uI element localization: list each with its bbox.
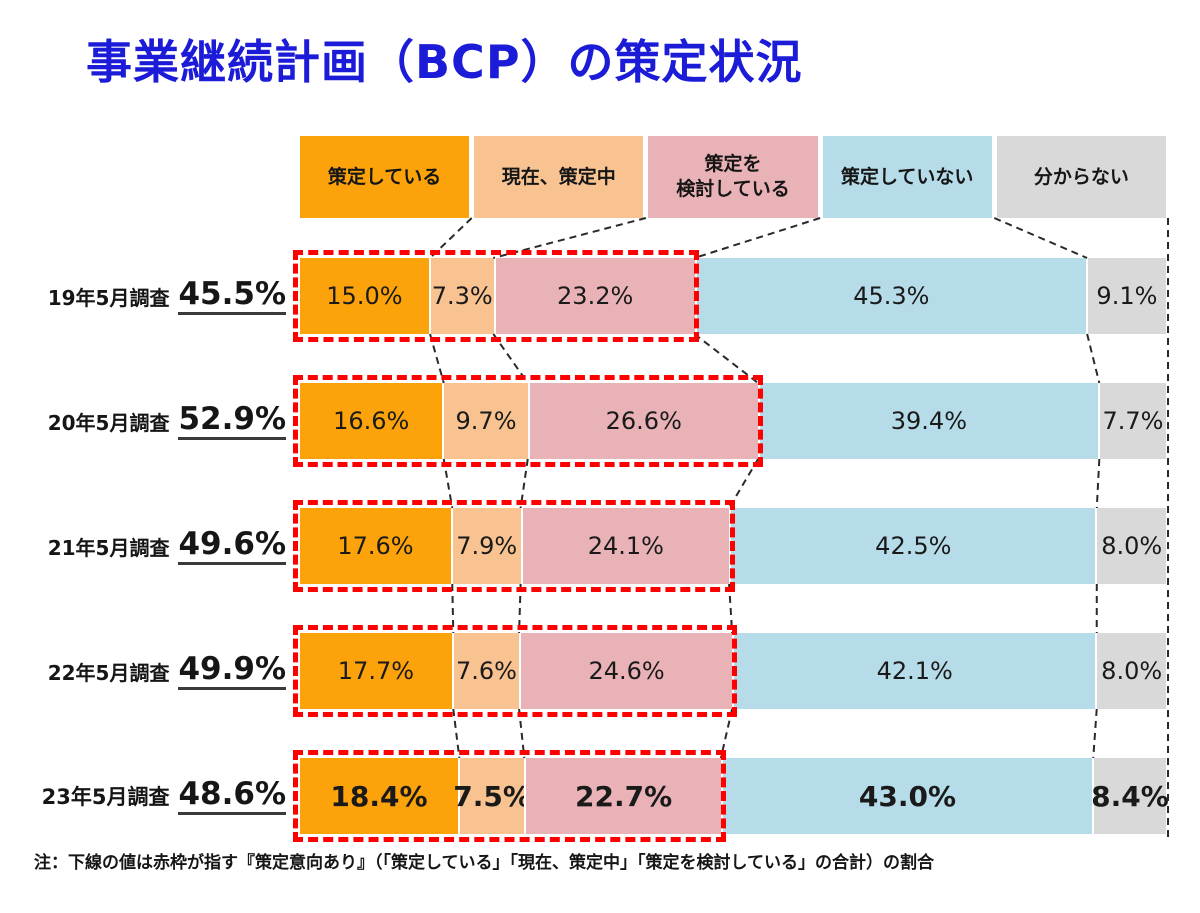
bar-segment: 39.4% <box>757 383 1098 459</box>
legend-item-1: 策定している <box>300 136 470 218</box>
bar-segment: 15.0% <box>300 258 429 334</box>
legend-item-3: 策定を 検討している <box>648 136 818 218</box>
bar-segment: 23.2% <box>493 258 695 334</box>
bar-segment: 45.3% <box>694 258 1086 334</box>
bar-segment: 17.7% <box>300 633 452 709</box>
bar-segment: 7.3% <box>428 258 494 334</box>
bar-segment: 8.0% <box>1095 633 1166 709</box>
bar-segment: 26.6% <box>527 383 758 459</box>
row-label: 19年5月調査 45.5% <box>34 258 300 334</box>
bar-segment: 8.0% <box>1095 508 1167 584</box>
bcp-stacked-bar-chart: 策定している 現在、策定中 策定を 検討している 策定していない 分からない 19年5月… <box>34 136 1170 842</box>
bar-segment: 7.5% <box>453 758 531 834</box>
bar-segment: 8.4% <box>1091 758 1169 834</box>
bar-segment: 24.6% <box>519 633 733 709</box>
chart-row: 21年5月調査 49.6% 17.6% 7.9% 24.1% 42.5% 8.0% <box>34 500 1167 592</box>
bar-segment: 18.4% <box>300 758 458 834</box>
page-title: 事業継続計画（BCP）の策定状況 <box>86 35 803 89</box>
row-label: 22年5月調査 49.9% <box>34 633 300 709</box>
row-label: 21年5月調査 49.6% <box>34 508 300 584</box>
survey-date-label: 22年5月調査 <box>47 660 170 685</box>
bar-segment: 17.6% <box>300 508 451 584</box>
stacked-bar: 15.0% 7.3% 23.2% 45.3% 9.1% <box>293 250 1166 342</box>
chart-row: 19年5月調査 45.5% 15.0% 7.3% 23.2% 45.3% 9.1% <box>34 250 1166 342</box>
total-intent-percent: 45.5% <box>178 277 286 316</box>
legend-item-5: 分からない <box>996 136 1167 218</box>
stacked-bar: 18.4% 7.5% 22.7% 43.0% 8.4% <box>293 750 1169 842</box>
bar-segment: 7.7% <box>1097 383 1166 459</box>
bar-segment: 24.1% <box>520 508 730 584</box>
chart-legend: 策定している 現在、策定中 策定を 検討している 策定していない 分からない <box>300 136 1167 218</box>
row-label: 23年5月調査 48.6% <box>34 758 300 834</box>
chart-rows: 19年5月調査 45.5% 15.0% 7.3% 23.2% 45.3% 9.1% 20年5月… <box>34 250 1169 842</box>
survey-date-label: 21年5月調査 <box>47 535 170 560</box>
survey-date-label: 20年5月調査 <box>47 410 170 435</box>
bar-segment: 42.5% <box>729 508 1096 584</box>
total-intent-percent: 49.6% <box>178 527 286 566</box>
total-intent-percent: 52.9% <box>178 402 286 441</box>
stacked-bar: 16.6% 9.7% 26.6% 39.4% 7.7% <box>293 375 1166 467</box>
bar-segment: 9.1% <box>1085 258 1166 334</box>
chart-row: 20年5月調査 52.9% 16.6% 9.7% 26.6% 39.4% 7.7% <box>34 375 1166 467</box>
survey-date-label: 19年5月調査 <box>47 285 170 310</box>
bar-segment: 7.9% <box>450 508 521 584</box>
legend-item-2: 現在、策定中 <box>474 136 644 218</box>
bar-segment: 43.0% <box>720 758 1092 834</box>
bar-segment: 16.6% <box>300 383 443 459</box>
survey-date-label: 23年5月調査 <box>41 785 170 809</box>
footnote: 注：下線の値は赤枠が指す『策定意向あり』（「策定している」「現在、策定中」「策定… <box>34 853 934 873</box>
bar-segment: 22.7% <box>524 758 721 834</box>
chart-row: 23年5月調査 48.6% 18.4% 7.5% 22.7% 43.0% 8.4% <box>34 750 1169 842</box>
total-intent-percent: 49.9% <box>178 652 286 691</box>
row-label: 20年5月調査 52.9% <box>34 383 300 459</box>
stacked-bar: 17.6% 7.9% 24.1% 42.5% 8.0% <box>293 500 1167 592</box>
legend-item-4: 策定していない <box>822 136 992 218</box>
bar-segment: 9.7% <box>442 383 528 459</box>
bar-segment: 7.6% <box>451 633 520 709</box>
stacked-bar: 17.7% 7.6% 24.6% 42.1% 8.0% <box>293 625 1166 717</box>
total-intent-percent: 48.6% <box>178 777 286 816</box>
bar-segment: 42.1% <box>732 633 1096 709</box>
chart-row: 22年5月調査 49.9% 17.7% 7.6% 24.6% 42.1% 8.0% <box>34 625 1166 717</box>
